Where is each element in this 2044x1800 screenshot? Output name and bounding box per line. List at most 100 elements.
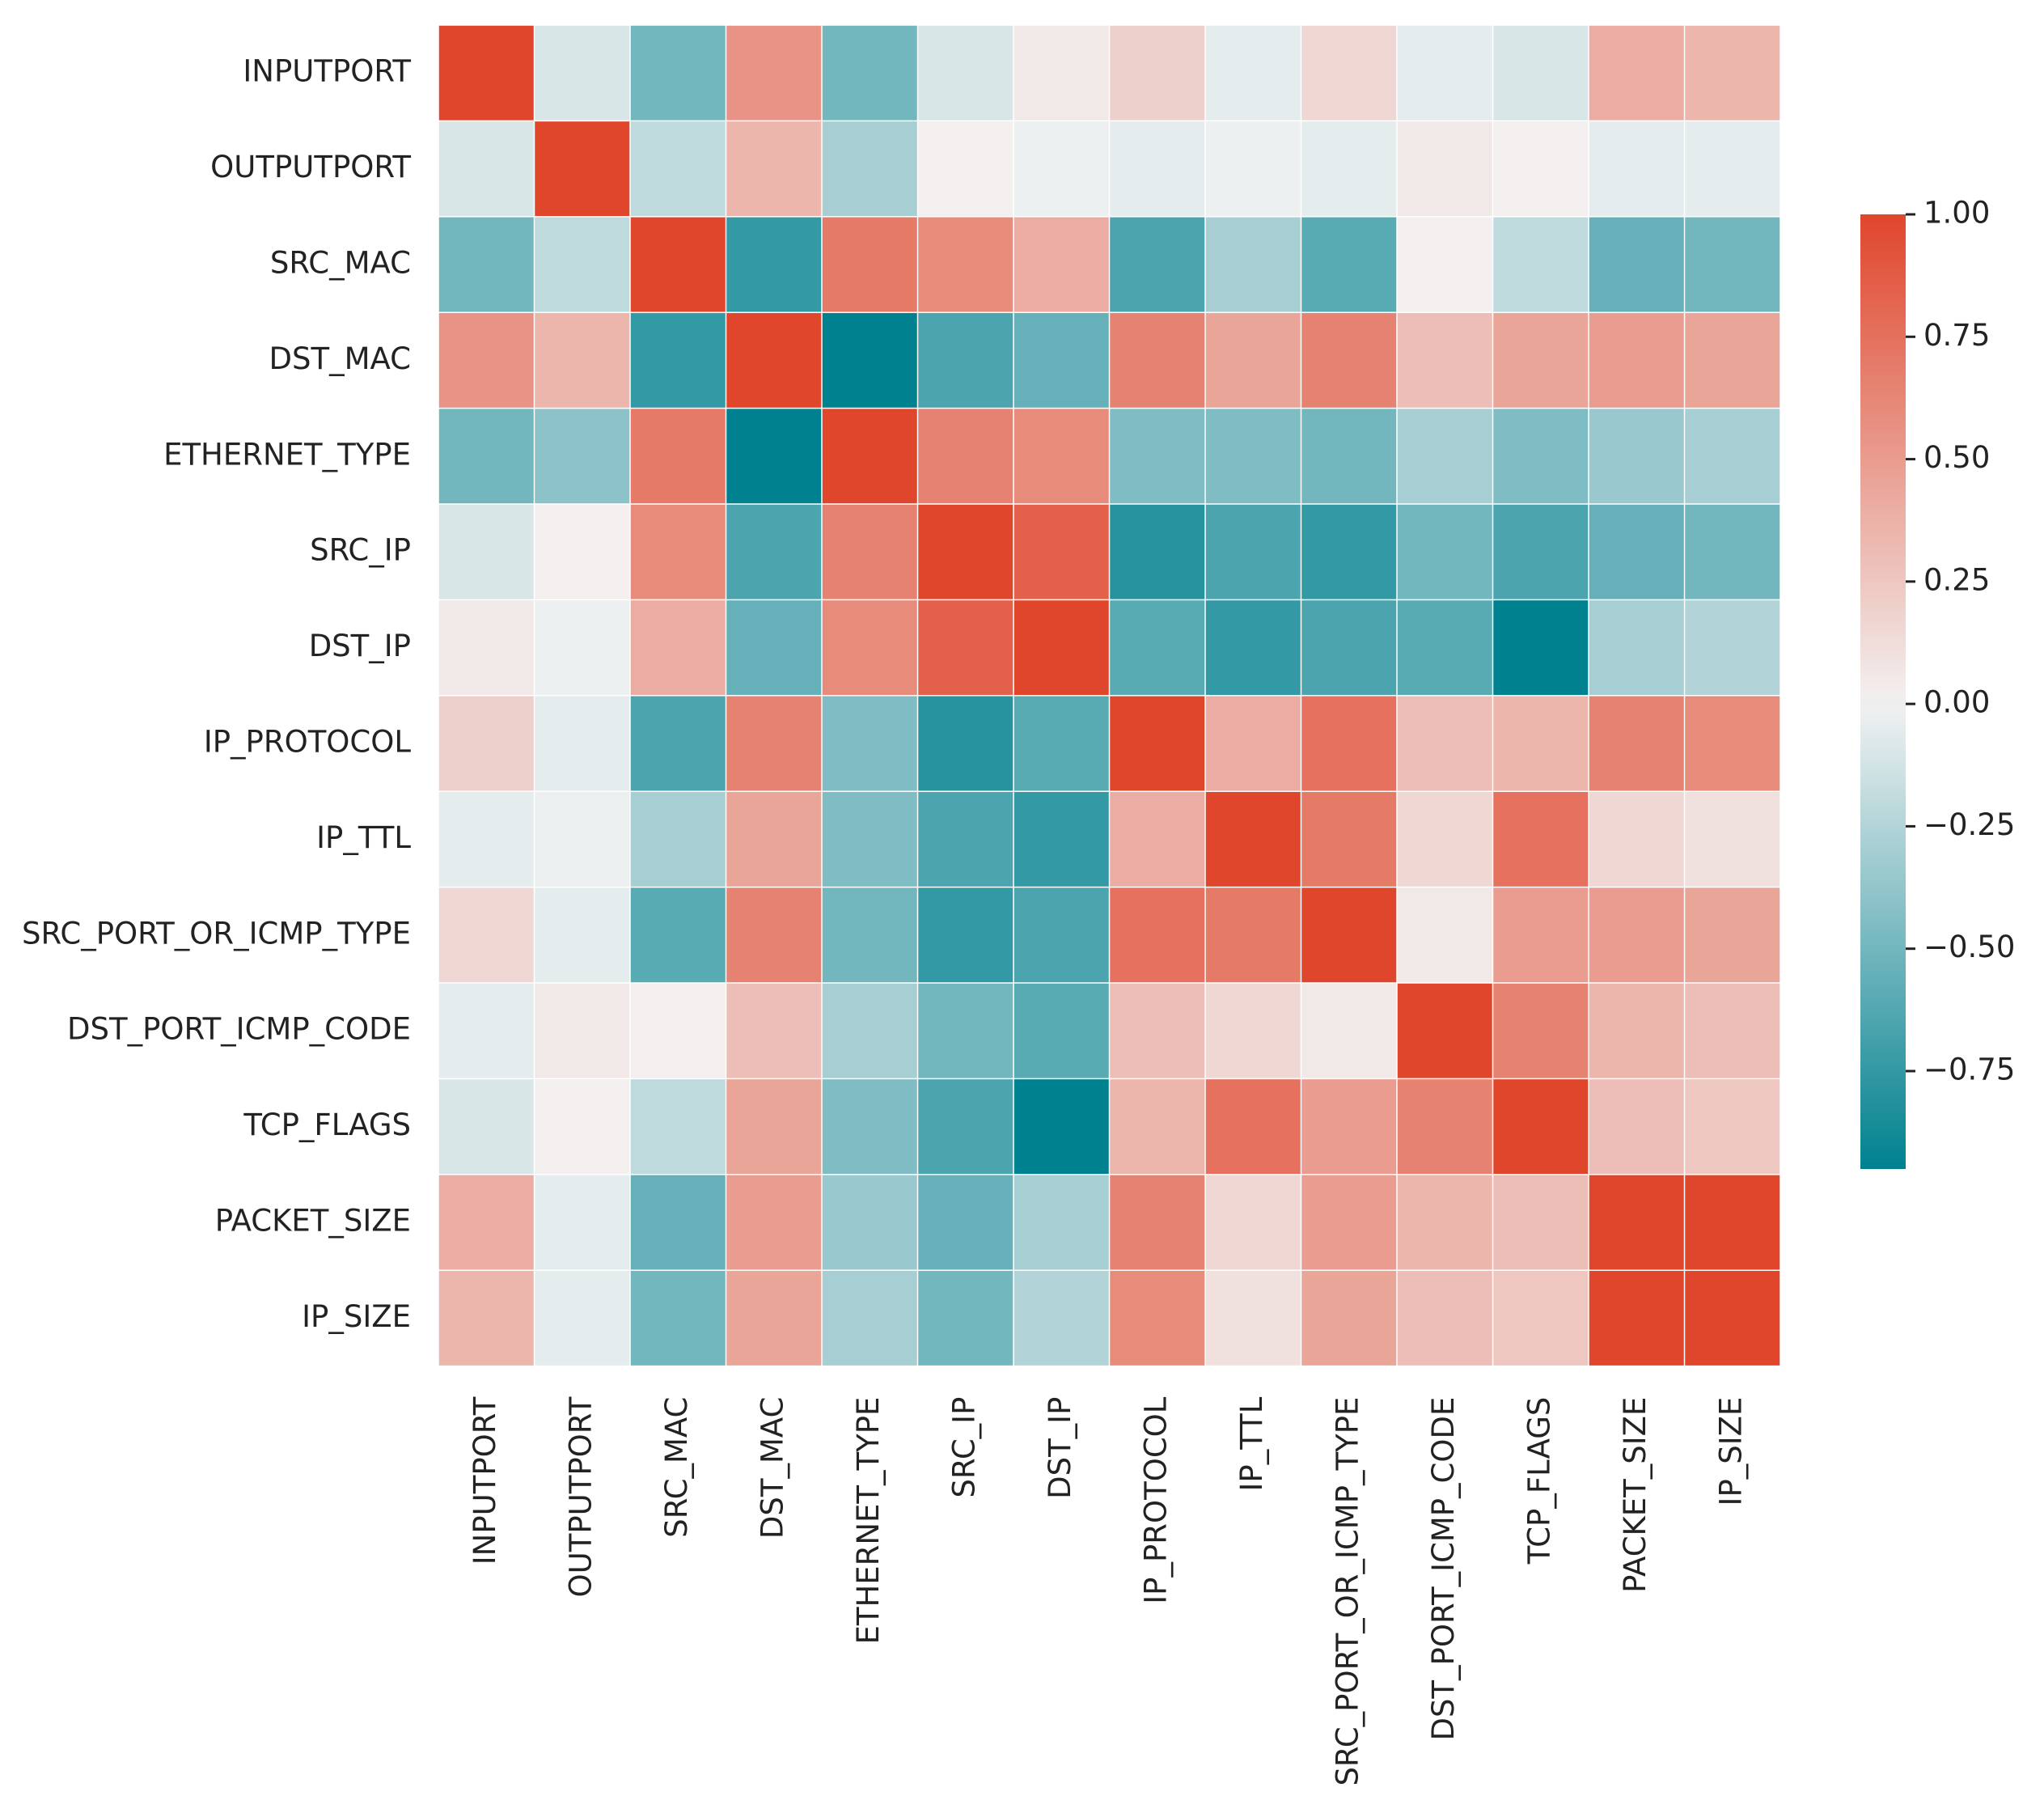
- heatmap-cell-ip_size-ethernet_type: [822, 1270, 917, 1366]
- colorbar-tick-label: 0.00: [1923, 685, 1990, 720]
- row-label: PACKET_SIZE: [215, 1204, 411, 1239]
- heatmap-cell-ip_protocol-ip_size: [1685, 696, 1780, 791]
- heatmap-cell-src_mac-dst_mac: [726, 217, 822, 312]
- heatmap-cell-src_port_or_icmp_type-src_ip: [918, 887, 1014, 983]
- heatmap-cell-ip_ttl-ethernet_type: [822, 791, 917, 887]
- colorbar-tick-label: 0.25: [1923, 562, 1990, 597]
- heatmap-cell-src_ip-ip_ttl: [1205, 504, 1301, 599]
- heatmap-cell-dst_mac-tcp_flags: [1493, 312, 1589, 408]
- heatmap-cell-ip_ttl-ip_ttl: [1205, 791, 1301, 887]
- heatmap-cell-inputport-ip_protocol: [1110, 25, 1205, 121]
- heatmap-cell-src_mac-inputport: [438, 217, 534, 312]
- heatmap-cell-ethernet_type-dst_ip: [1014, 409, 1109, 504]
- heatmap-cell-src_port_or_icmp_type-outputport: [535, 887, 630, 983]
- heatmap-cell-tcp_flags-outputport: [535, 1079, 630, 1175]
- colorbar-ticks: 1.00 0.75 0.50 0.25 0.00 −0.25 −0.50 −0.75: [1906, 196, 2015, 1086]
- heatmap-cell-packet_size-ip_protocol: [1110, 1175, 1205, 1270]
- heatmap-cell-src_ip-outputport: [535, 504, 630, 599]
- heatmap-cell-src_ip-dst_port_icmp_code: [1397, 504, 1492, 599]
- heatmap-cell-ethernet_type-ethernet_type: [822, 409, 917, 504]
- heatmap-cell-tcp_flags-src_ip: [918, 1079, 1014, 1175]
- heatmap-cell-src_ip-tcp_flags: [1493, 504, 1589, 599]
- heatmap-cell-src_port_or_icmp_type-packet_size: [1589, 887, 1684, 983]
- heatmap-cell-dst_mac-inputport: [438, 312, 534, 408]
- heatmap-cell-outputport-ethernet_type: [822, 121, 917, 217]
- heatmap-cell-src_ip-src_port_or_icmp_type: [1301, 504, 1397, 599]
- heatmap-cell-dst_port_icmp_code-src_mac: [630, 983, 726, 1078]
- heatmap-cell-src_ip-ip_size: [1685, 504, 1780, 599]
- heatmap-cell-src_mac-ip_protocol: [1110, 217, 1205, 312]
- heatmap-cell-ip_protocol-ip_ttl: [1205, 696, 1301, 791]
- heatmap-cell-dst_port_icmp_code-outputport: [535, 983, 630, 1078]
- heatmap-cell-dst_ip-ip_protocol: [1110, 600, 1205, 696]
- heatmap-cell-packet_size-ip_size: [1685, 1175, 1780, 1270]
- heatmap-cell-ip_ttl-dst_mac: [726, 791, 822, 887]
- heatmap-cell-ethernet_type-packet_size: [1589, 409, 1684, 504]
- heatmap-cell-ip_protocol-src_mac: [630, 696, 726, 791]
- heatmap-cell-ip_ttl-ip_protocol: [1110, 791, 1205, 887]
- heatmap-cell-ip_protocol-packet_size: [1589, 696, 1684, 791]
- heatmap-cell-dst_mac-ethernet_type: [822, 312, 917, 408]
- heatmap-cell-dst_mac-outputport: [535, 312, 630, 408]
- colorbar: 1.00 0.75 0.50 0.25 0.00 −0.25 −0.50 −0.75: [1860, 196, 2015, 1169]
- heatmap-cell-inputport-dst_ip: [1014, 25, 1109, 121]
- heatmap-cell-outputport-src_mac: [630, 121, 726, 217]
- heatmap-cell-dst_port_icmp_code-tcp_flags: [1493, 983, 1589, 1078]
- column-label: IP_TTL: [1234, 1396, 1269, 1491]
- heatmap-cell-src_port_or_icmp_type-dst_ip: [1014, 887, 1109, 983]
- heatmap-cell-src_mac-ethernet_type: [822, 217, 917, 312]
- heatmap-cell-src_port_or_icmp_type-ip_protocol: [1110, 887, 1205, 983]
- row-label: IP_SIZE: [302, 1299, 411, 1334]
- heatmap-cell-src_port_or_icmp_type-src_mac: [630, 887, 726, 983]
- heatmap-cell-dst_port_icmp_code-inputport: [438, 983, 534, 1078]
- heatmap-cells: [438, 25, 1780, 1366]
- heatmap-cell-ip_size-packet_size: [1589, 1270, 1684, 1366]
- heatmap-cell-src_mac-tcp_flags: [1493, 217, 1589, 312]
- heatmap-cell-ethernet_type-tcp_flags: [1493, 409, 1589, 504]
- heatmap-cell-src_port_or_icmp_type-tcp_flags: [1493, 887, 1589, 983]
- heatmap-cell-ethernet_type-ip_protocol: [1110, 409, 1205, 504]
- heatmap-cell-ip_size-ip_ttl: [1205, 1270, 1301, 1366]
- heatmap-cell-dst_ip-inputport: [438, 600, 534, 696]
- heatmap-cell-src_port_or_icmp_type-dst_port_icmp_code: [1397, 887, 1492, 983]
- column-label: DST_PORT_ICMP_CODE: [1426, 1397, 1461, 1741]
- heatmap-cell-packet_size-dst_port_icmp_code: [1397, 1175, 1492, 1270]
- heatmap-cell-inputport-outputport: [535, 25, 630, 121]
- heatmap-cell-dst_mac-src_mac: [630, 312, 726, 408]
- heatmap-cell-ip_size-ip_size: [1685, 1270, 1780, 1366]
- heatmap-cell-inputport-dst_port_icmp_code: [1397, 25, 1492, 121]
- heatmap-cell-dst_port_icmp_code-dst_ip: [1014, 983, 1109, 1078]
- heatmap-cell-src_ip-inputport: [438, 504, 534, 599]
- heatmap-cell-outputport-src_port_or_icmp_type: [1301, 121, 1397, 217]
- heatmap-cell-src_port_or_icmp_type-dst_mac: [726, 887, 822, 983]
- heatmap-cell-inputport-src_ip: [918, 25, 1014, 121]
- heatmap-cell-inputport-ip_ttl: [1205, 25, 1301, 121]
- heatmap-cell-src_port_or_icmp_type-ethernet_type: [822, 887, 917, 983]
- column-label: PACKET_SIZE: [1618, 1397, 1653, 1593]
- colorbar-tick-label: −0.25: [1923, 807, 2015, 842]
- heatmap-cell-outputport-tcp_flags: [1493, 121, 1589, 217]
- heatmap-cell-dst_ip-ip_ttl: [1205, 600, 1301, 696]
- heatmap-cell-ethernet_type-src_mac: [630, 409, 726, 504]
- heatmap-cell-src_port_or_icmp_type-inputport: [438, 887, 534, 983]
- heatmap-cell-dst_mac-ip_protocol: [1110, 312, 1205, 408]
- colorbar-gradient: [1860, 214, 1906, 1169]
- heatmap-cell-outputport-dst_port_icmp_code: [1397, 121, 1492, 217]
- heatmap-cell-dst_mac-ip_size: [1685, 312, 1780, 408]
- heatmap-cell-dst_port_icmp_code-dst_port_icmp_code: [1397, 983, 1492, 1078]
- heatmap-cell-ip_protocol-src_port_or_icmp_type: [1301, 696, 1397, 791]
- heatmap-cell-src_mac-outputport: [535, 217, 630, 312]
- heatmap-cell-dst_port_icmp_code-ip_ttl: [1205, 983, 1301, 1078]
- heatmap-cell-dst_mac-dst_mac: [726, 312, 822, 408]
- heatmap-cell-dst_mac-packet_size: [1589, 312, 1684, 408]
- heatmap-cell-tcp_flags-dst_ip: [1014, 1079, 1109, 1175]
- heatmap-cell-dst_ip-tcp_flags: [1493, 600, 1589, 696]
- heatmap-cell-src_ip-dst_ip: [1014, 504, 1109, 599]
- heatmap-cell-ip_size-src_ip: [918, 1270, 1014, 1366]
- heatmap-cell-dst_port_icmp_code-ip_protocol: [1110, 983, 1205, 1078]
- row-label: TCP_FLAGS: [243, 1108, 411, 1142]
- heatmap-cell-outputport-dst_ip: [1014, 121, 1109, 217]
- column-label: IP_SIZE: [1713, 1397, 1748, 1506]
- column-label: TCP_FLAGS: [1521, 1397, 1556, 1565]
- heatmap-cell-dst_mac-src_port_or_icmp_type: [1301, 312, 1397, 408]
